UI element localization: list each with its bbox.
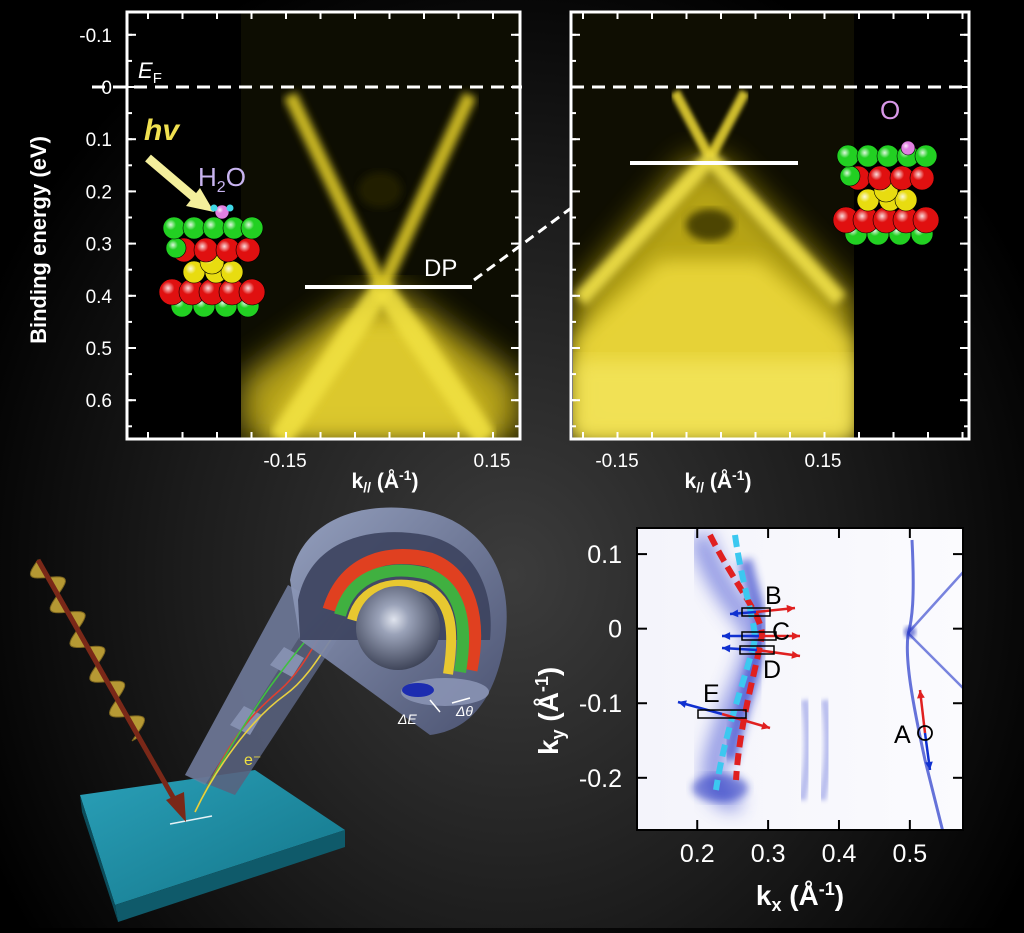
o-adsorbate-label: O bbox=[880, 95, 900, 125]
arpes-setup-schematic: e⁻ ΔE Δθ bbox=[29, 507, 507, 922]
kmap-x-tick-label: 0.5 bbox=[892, 840, 927, 868]
y-tick-label: 0.3 bbox=[86, 235, 112, 256]
spin-arrow bbox=[721, 712, 771, 730]
binding-energy-axis-label: Binding energy (eV) bbox=[26, 136, 51, 344]
x-axis-label-right: k// (Å-1) bbox=[685, 467, 752, 495]
label-d: D bbox=[763, 656, 781, 684]
kmap-x-tick-labels: 0.2 0.3 0.4 0.5 bbox=[680, 840, 927, 868]
x-tick-right-neg: -0.15 bbox=[595, 451, 638, 472]
panel-right-frame bbox=[569, 10, 971, 441]
y-tick-label: 0.4 bbox=[86, 287, 113, 308]
y-tick-labels: -0.1 0 0.1 0.2 0.3 0.4 0.5 0.6 bbox=[79, 26, 112, 412]
lens-flange-1 bbox=[230, 706, 262, 735]
kmap-panel: B C D E A 0.1 0 -0.1 -0.2 0.2 0.3 0.4 0.5 ky (… bbox=[532, 527, 964, 915]
beam-spot bbox=[169, 815, 213, 825]
x-axis-label-left: k// (Å-1) bbox=[352, 467, 419, 495]
spin-arrow-head bbox=[791, 651, 800, 659]
photon-beam bbox=[35, 558, 181, 808]
sample-side bbox=[80, 795, 118, 922]
arpes-intensity-right bbox=[573, 89, 854, 439]
label-a: A bbox=[894, 721, 911, 749]
spin-arrow-head bbox=[678, 700, 687, 708]
y-tick-label: -0.1 bbox=[79, 26, 112, 47]
crystal-structure-h2o bbox=[158, 204, 266, 318]
kmap-x-tick-label: 0.4 bbox=[822, 840, 857, 868]
hydrogen-atom bbox=[226, 204, 234, 212]
h2o-label: H2O bbox=[198, 162, 246, 196]
kmap-frame bbox=[636, 527, 964, 831]
spin-arrow-head bbox=[722, 644, 731, 653]
sample-top bbox=[80, 770, 345, 905]
arpes-intensity-left bbox=[241, 91, 520, 439]
box-b bbox=[741, 607, 771, 617]
x-tick-right-pos: 0.15 bbox=[805, 451, 842, 472]
delta-e-label: ΔE bbox=[397, 711, 417, 727]
hydrogen-atom bbox=[210, 204, 218, 212]
panel-left-frame bbox=[125, 10, 522, 441]
electron-label: e⁻ bbox=[244, 752, 261, 769]
spin-arrow-head bbox=[730, 609, 739, 618]
kmap-y-tick-label: 0 bbox=[608, 616, 622, 644]
kmap-x-axis-label: kx (Å-1) bbox=[756, 879, 844, 915]
spin-arrow-head bbox=[791, 632, 800, 640]
kmap-ticks bbox=[637, 528, 963, 830]
analyzer-arc-green bbox=[334, 564, 470, 674]
detector-spot bbox=[402, 683, 434, 697]
spin-arrow-head bbox=[722, 632, 731, 640]
spin-arrow-head bbox=[925, 761, 933, 770]
photon-arrow-head bbox=[186, 188, 214, 212]
label-b: B bbox=[765, 582, 782, 610]
box-e bbox=[697, 709, 747, 719]
photon-arrow-shaft bbox=[145, 154, 198, 202]
panel-left-ticks bbox=[127, 12, 520, 439]
arpes-panel-left: DP hv H2O -0.1 0 0.1 0.2 0.3 0.4 0.5 0.6 Bindin… bbox=[26, 10, 522, 495]
crystal-structure-o bbox=[832, 140, 940, 246]
spin-arrow-head bbox=[917, 690, 925, 699]
photon-label: hv bbox=[144, 114, 181, 147]
dp-label: DP bbox=[424, 255, 457, 282]
spin-arrow-head bbox=[786, 604, 795, 613]
y-tick-label: 0 bbox=[101, 78, 112, 99]
x-tick-left-pos: 0.15 bbox=[474, 451, 511, 472]
label-c: C bbox=[772, 618, 790, 646]
kmap-y-tick-label: -0.1 bbox=[579, 690, 622, 718]
x-tick-left-neg: -0.15 bbox=[263, 451, 306, 472]
delta-theta-label: Δθ bbox=[455, 703, 473, 719]
y-tick-label: 0.1 bbox=[86, 130, 112, 151]
fermi-label: EF bbox=[138, 58, 162, 87]
photon-beam-head bbox=[166, 792, 186, 822]
kmap-x-tick-label: 0.3 bbox=[751, 840, 786, 868]
arpes-panel-right: O -0.15 0.15 k// (Å-1) bbox=[569, 10, 971, 495]
spin-arrow-head bbox=[761, 721, 770, 730]
spin-band-cyan-dashed bbox=[713, 534, 759, 791]
label-e: E bbox=[703, 680, 720, 708]
spin-arrows bbox=[677, 604, 933, 771]
box-d bbox=[739, 645, 775, 655]
inner-hemisphere bbox=[356, 586, 440, 670]
box-c bbox=[741, 631, 777, 641]
kmap-x-tick-label: 0.2 bbox=[680, 840, 715, 868]
kmap-y-axis-label: ky (Å-1) bbox=[532, 667, 568, 755]
point-a-marker bbox=[917, 725, 933, 741]
analyzer-arc-yellow bbox=[347, 579, 457, 675]
kmap-y-tick-label: -0.2 bbox=[579, 765, 622, 793]
y-tick-label: 0.2 bbox=[86, 182, 112, 203]
kmap-y-tick-labels: 0.1 0 -0.1 -0.2 bbox=[579, 541, 622, 793]
analyzer-arc-red bbox=[322, 549, 482, 672]
kmap-y-tick-label: 0.1 bbox=[587, 541, 622, 569]
sample-front bbox=[115, 830, 345, 922]
y-tick-label: 0.6 bbox=[86, 391, 112, 412]
y-tick-label: 0.5 bbox=[86, 339, 112, 360]
